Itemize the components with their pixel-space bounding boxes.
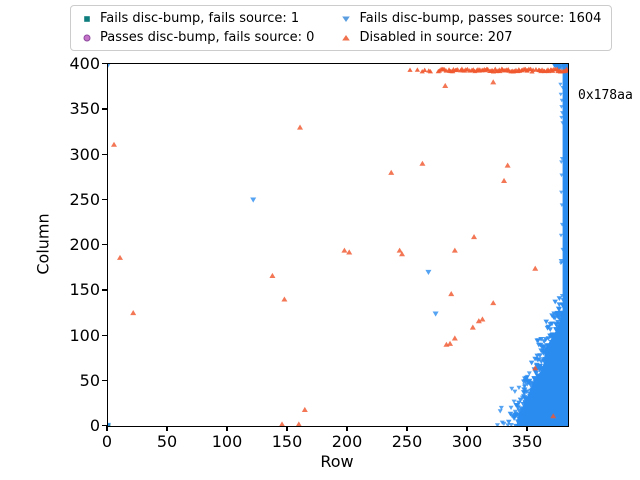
legend-label: Fails disc-bump, fails source: 1: [100, 11, 300, 26]
x-tick-mark: [226, 426, 228, 431]
x-tick-mark: [346, 426, 348, 431]
x-tick-label: 350: [511, 432, 543, 451]
x-tick-label: 100: [211, 432, 243, 451]
x-tick-mark: [106, 426, 108, 431]
y-axis-label: Column: [33, 213, 53, 275]
y-tick-label: 50: [79, 370, 100, 390]
y-tick-label: 200: [69, 235, 100, 254]
legend-item-1: Passes disc-bump, fails source: 0: [81, 29, 314, 46]
y-tick-mark: [102, 244, 107, 246]
legend-label: Passes disc-bump, fails source: 0: [100, 30, 315, 45]
legend-item-2: Fails disc-bump, passes source: 1604: [340, 10, 601, 27]
y-tick-mark: [102, 379, 107, 382]
scatter-points-canvas: [108, 64, 568, 426]
y-tick-mark: [102, 153, 107, 155]
y-tick-label: 250: [69, 189, 100, 209]
x-tick-label: 300: [451, 432, 483, 451]
y-tick-mark: [102, 198, 107, 201]
x-tick-mark: [286, 426, 288, 431]
legend-label: Fails disc-bump, passes source: 1604: [359, 11, 602, 26]
y-tick-mark: [102, 334, 107, 336]
x-tick-mark: [466, 426, 468, 431]
x-tick-mark: [526, 426, 528, 431]
y-tick-label: 100: [69, 325, 100, 345]
y-tick-mark: [102, 425, 107, 427]
x-tick-label: 0: [101, 432, 113, 451]
x-tick-label: 150: [271, 432, 303, 451]
x-tick-label: 50: [156, 432, 178, 451]
y-tick-label: 400: [69, 54, 100, 73]
y-tick-mark: [102, 63, 107, 65]
y-tick-label: 150: [69, 280, 100, 300]
plot-area: [107, 63, 569, 427]
y-tick-label: 0: [89, 416, 100, 435]
circle-icon: [83, 34, 91, 41]
legend-item-3: Disabled in source: 207: [340, 29, 601, 46]
triangle-down-icon: [342, 16, 351, 22]
square-icon: [84, 15, 90, 22]
legend: Fails disc-bump, fails source: 1 Passes d…: [70, 5, 613, 51]
x-tick-label: 200: [331, 432, 363, 451]
y-tick-label: 350: [69, 99, 100, 119]
x-tick-label: 250: [391, 432, 423, 451]
hex-annotation: 0x178aa: [578, 88, 633, 103]
y-tick-mark: [102, 289, 107, 291]
legend-item-0: Fails disc-bump, fails source: 1: [81, 10, 314, 27]
y-tick-label: 300: [69, 144, 100, 164]
x-tick-mark: [406, 426, 408, 431]
y-tick-mark: [102, 108, 107, 110]
triangle-up-icon: [342, 34, 351, 40]
legend-label: Disabled in source: 207: [359, 30, 513, 45]
x-tick-mark: [166, 426, 168, 431]
x-axis-label: Row: [320, 452, 354, 471]
